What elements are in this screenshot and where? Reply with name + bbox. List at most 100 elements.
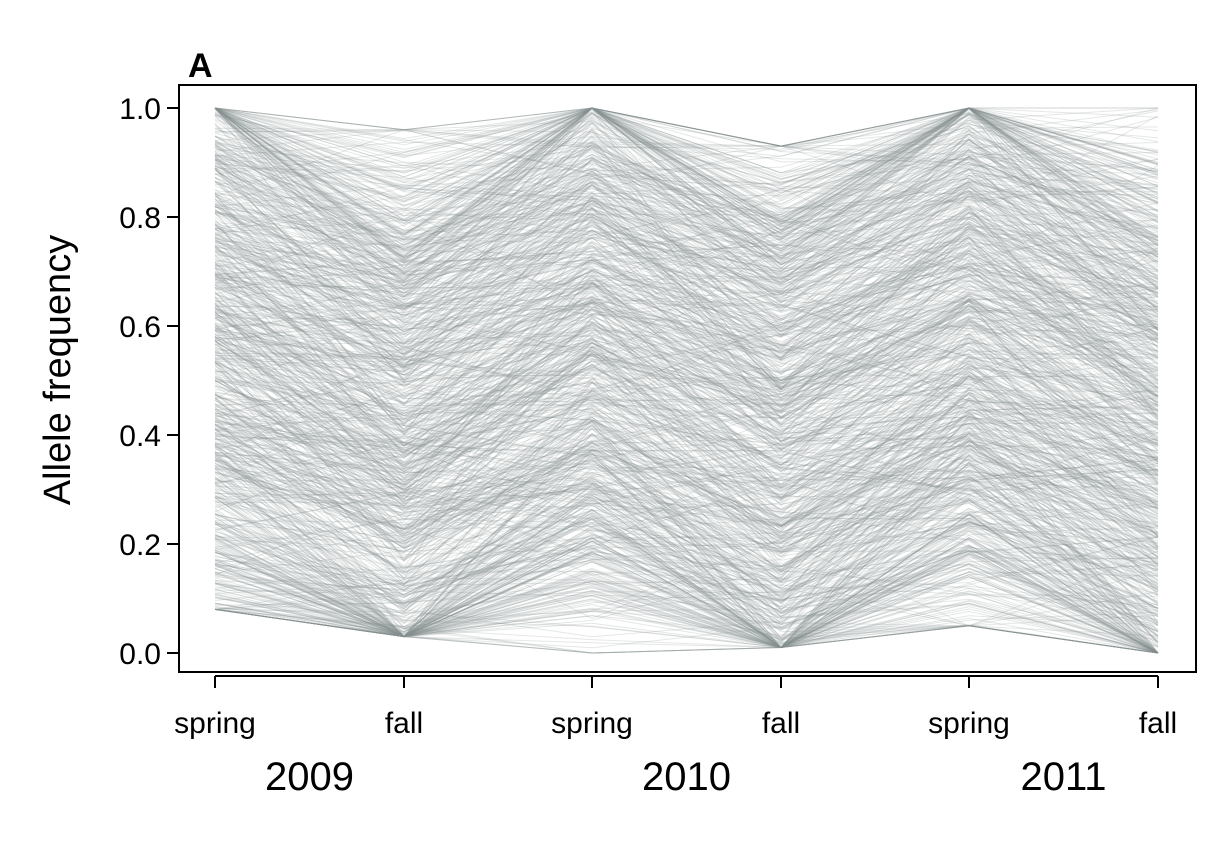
series-line	[214, 461, 1159, 649]
series-line	[214, 226, 1159, 307]
series-line	[214, 375, 1159, 611]
series-line	[214, 325, 1159, 440]
series-line	[214, 438, 1159, 638]
series-line	[214, 461, 1159, 505]
series-line	[214, 394, 1159, 572]
series-line	[214, 299, 1159, 547]
series-line	[214, 313, 1159, 471]
series-line	[214, 107, 1159, 250]
series-line	[214, 222, 1159, 389]
series-line	[214, 107, 1159, 345]
series-line	[214, 357, 1159, 486]
series-line	[214, 420, 1159, 540]
series-line	[214, 363, 1159, 490]
series-line	[214, 242, 1159, 434]
series-line	[214, 517, 1159, 642]
series-line	[214, 247, 1159, 389]
series-line	[214, 145, 1159, 253]
series-line	[214, 562, 1159, 654]
x-axis: spring fall spring fall spring fall 2009 2010 20…	[174, 675, 1177, 799]
series-line	[214, 107, 1159, 208]
series-line	[214, 487, 1159, 649]
series-line	[214, 107, 1159, 269]
series-line	[214, 187, 1159, 397]
series-line	[214, 342, 1159, 537]
series-line	[214, 181, 1159, 353]
series-line	[214, 122, 1159, 259]
series-line	[214, 152, 1159, 298]
series-line	[214, 341, 1159, 540]
series-line	[214, 169, 1159, 286]
series-line	[214, 212, 1159, 357]
series-line	[214, 167, 1159, 371]
series-line	[214, 436, 1159, 586]
series-line	[214, 150, 1159, 331]
series-line	[214, 483, 1159, 634]
series-line	[214, 213, 1159, 400]
series-line	[214, 424, 1159, 654]
series-line	[214, 288, 1159, 447]
series-line	[214, 492, 1159, 609]
series-line	[214, 316, 1159, 447]
series-line	[214, 142, 1159, 314]
series-line	[214, 177, 1159, 340]
series-line	[214, 322, 1159, 454]
series-line	[214, 223, 1159, 443]
y-tick-label: 0.0	[119, 638, 161, 671]
series-line	[214, 236, 1159, 464]
series-line	[214, 107, 1159, 250]
series-line	[214, 392, 1159, 558]
series-line	[214, 204, 1159, 345]
series-line	[214, 348, 1159, 523]
series-line	[214, 363, 1159, 507]
series-line	[214, 508, 1159, 613]
series-line	[214, 199, 1159, 454]
series-line	[214, 107, 1159, 251]
series-line	[214, 447, 1159, 536]
series-line	[214, 222, 1159, 483]
series-line	[214, 551, 1159, 638]
series-line	[214, 311, 1159, 427]
series-line	[214, 107, 1159, 240]
series-line	[214, 276, 1159, 442]
series-line	[214, 151, 1159, 367]
series-line	[214, 250, 1159, 355]
series-line	[214, 107, 1159, 312]
series-line	[214, 360, 1159, 553]
series-line	[214, 344, 1159, 506]
series-line	[214, 181, 1159, 295]
series-line	[214, 107, 1159, 286]
series-line	[214, 376, 1159, 538]
series-line	[214, 172, 1159, 290]
series-line	[214, 468, 1159, 648]
series-line	[214, 107, 1159, 286]
series-line	[214, 107, 1159, 278]
series-line	[214, 367, 1159, 596]
series-line	[214, 223, 1159, 486]
series-line	[214, 202, 1159, 324]
series-line	[214, 107, 1159, 218]
series-line	[214, 107, 1159, 240]
series-line	[214, 142, 1159, 266]
series-line	[214, 303, 1159, 537]
series-line	[214, 592, 1159, 654]
series-line	[214, 167, 1159, 417]
series-line	[214, 277, 1159, 453]
series-line	[214, 107, 1159, 232]
series-line	[214, 510, 1159, 649]
series-line	[214, 107, 1159, 258]
series-line	[214, 290, 1159, 423]
year-label: 2011	[1020, 755, 1106, 799]
series-line	[214, 107, 1159, 238]
series-line	[214, 376, 1159, 497]
series-line	[214, 288, 1159, 401]
series-line	[214, 173, 1159, 388]
series-line	[214, 174, 1159, 390]
series-line	[214, 205, 1159, 333]
series-line	[214, 181, 1159, 350]
series-line	[214, 420, 1159, 617]
series-line	[214, 129, 1159, 361]
series-line	[214, 107, 1159, 293]
series-line	[214, 190, 1159, 473]
series-line	[214, 540, 1159, 654]
